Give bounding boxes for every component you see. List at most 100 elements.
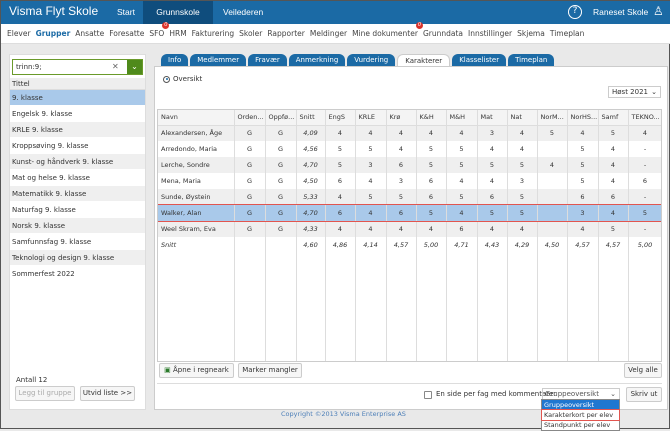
column-header[interactable]: Nat: [507, 110, 538, 126]
help-icon[interactable]: ?: [568, 5, 582, 19]
subnav-innstillinger[interactable]: Innstillinger: [468, 29, 513, 38]
school-name[interactable]: Raneset Skole: [593, 7, 649, 17]
tab-vurdering[interactable]: Vurdering: [347, 54, 396, 66]
divider: [157, 383, 662, 384]
student-row[interactable]: Lerche, Sondre G G 4,70 5 3 6 5 5 5 5 4 5 4-: [158, 157, 661, 173]
dropdown-option[interactable]: Gruppeoversikt: [542, 400, 619, 410]
group-list-item[interactable]: Sommerfest 2022: [10, 266, 145, 282]
subnav-grupper[interactable]: Grupper: [35, 29, 71, 38]
print-button[interactable]: Skriv ut: [626, 387, 662, 402]
grade-cell: 5: [355, 141, 387, 157]
subnav-foresatte[interactable]: Foresatte: [109, 29, 145, 38]
group-list-item[interactable]: Engelsk 9. klasse: [10, 106, 145, 122]
subnav-ansatte[interactable]: Ansatte: [75, 29, 105, 38]
student-row[interactable]: Alexandersen, Åge G G 4,09 4 4 4 4 4 3 4 5 4 5 4: [158, 125, 661, 141]
subnav-timeplan[interactable]: Timeplan: [549, 29, 585, 38]
clear-icon[interactable]: ✕: [112, 62, 119, 71]
grade-cell: -: [628, 157, 661, 173]
expand-list-button[interactable]: Utvid liste >>: [80, 386, 135, 401]
open-spreadsheet-button[interactable]: ▣ Åpne i regneark: [159, 363, 234, 378]
group-list-item[interactable]: Kunst- og håndverk 9. klasse: [10, 154, 145, 170]
comments-checkbox[interactable]: [424, 391, 432, 399]
column-header[interactable]: NorHS...: [567, 110, 599, 126]
column-header[interactable]: Orden...: [234, 110, 266, 126]
tab-fravær[interactable]: Fravær: [248, 54, 287, 66]
student-row[interactable]: Walker, Alan G G 4,70 6 4 6 5 4 5 5 3 4 5: [158, 204, 661, 222]
chevron-down-icon: ⌄: [651, 88, 657, 96]
term-select[interactable]: Høst 2021 ⌄: [608, 86, 661, 98]
user-icon[interactable]: ♙: [653, 4, 664, 18]
subnav-skjema[interactable]: Skjema: [517, 29, 545, 38]
group-list-item[interactable]: 9. klasse: [10, 90, 145, 106]
select-all-button[interactable]: Velg alle: [624, 363, 662, 378]
subnav-hrm[interactable]: HRM: [169, 29, 187, 38]
student-row[interactable]: Weel Skram, Eva G G 4,33 4 4 4 4 6 4 4 4 5-: [158, 221, 661, 237]
tab-klasselister[interactable]: Klasselister: [452, 54, 507, 66]
tab-anmerkning[interactable]: Anmerkning: [288, 54, 346, 66]
column-header[interactable]: NorM...: [537, 110, 568, 126]
column-header[interactable]: Snitt: [296, 110, 326, 126]
search-input[interactable]: trinn:9; ✕ ⌄: [12, 59, 143, 75]
column-header[interactable]: K&H: [416, 110, 447, 126]
student-row[interactable]: Sunde, Øystein G G 5,33 4 5 5 6 5 6 5 6 6-: [158, 189, 661, 205]
student-row[interactable]: Mena, Maria G G 4,50 6 4 3 6 4 4 3 5 4 6: [158, 173, 661, 189]
nav-veilederen[interactable]: Veilederen: [223, 7, 264, 17]
group-list-item[interactable]: Naturfag 9. klasse: [10, 202, 145, 218]
subnav-rapporter[interactable]: Rapporter: [267, 29, 305, 38]
column-header-tittel[interactable]: Tittel: [10, 78, 145, 90]
group-list-item[interactable]: Matematikk 9. klasse: [10, 186, 145, 202]
subnav-meldinger[interactable]: Meldinger: [309, 29, 348, 38]
column-header[interactable]: Mat: [477, 110, 508, 126]
group-list-item[interactable]: Samfunnsfag 9. klasse: [10, 234, 145, 250]
grade-cell: 4,50: [296, 173, 326, 189]
tab-medlemmer[interactable]: Medlemmer: [190, 54, 247, 66]
grade-cell: G: [265, 189, 297, 205]
grades-panel: Oversikt Høst 2021 ⌄ Navn Orden... Oppfø...…: [154, 66, 668, 410]
grade-cell: 5: [507, 205, 538, 221]
group-list-item[interactable]: Norsk 9. klasse: [10, 218, 145, 234]
nav-grunnskole[interactable]: Grunnskole: [143, 1, 213, 24]
grade-cell: 4: [355, 173, 387, 189]
nav-start[interactable]: Start: [117, 7, 135, 17]
group-list-item[interactable]: Teknologi og design 9. klasse: [10, 250, 145, 266]
subnav-mine-dokumenter[interactable]: Mine dokumenter 0: [352, 22, 423, 38]
grade-cell: 4: [537, 157, 568, 173]
column-header[interactable]: TEKNO...: [628, 110, 661, 126]
grade-cell: 4,70: [296, 157, 326, 173]
column-header[interactable]: Navn: [158, 110, 235, 126]
column-header[interactable]: KRLE: [355, 110, 387, 126]
tab-karakterer[interactable]: Karakterer: [397, 54, 451, 66]
column-header[interactable]: Oppfø...: [265, 110, 297, 126]
grade-cell: 4: [477, 221, 508, 237]
grade-cell: 5: [567, 157, 599, 173]
subnav-skoler[interactable]: Skoler: [239, 29, 263, 38]
grade-cell: [537, 221, 568, 237]
brand-logo[interactable]: Visma Flyt Skole: [9, 4, 99, 18]
column-header[interactable]: EngS: [325, 110, 356, 126]
empty-cell: [507, 253, 538, 361]
subnav-elever[interactable]: Elever: [7, 29, 31, 38]
dropdown-option[interactable]: Standpunkt per elev: [544, 421, 611, 429]
group-list-item[interactable]: KRLE 9. klasse: [10, 122, 145, 138]
add-to-group-button[interactable]: Legg til gruppe: [15, 386, 75, 401]
column-header[interactable]: M&H: [446, 110, 478, 126]
subnav-grunndata[interactable]: Grunndata: [422, 29, 463, 38]
tab-timeplan[interactable]: Timeplan: [508, 54, 555, 66]
group-list-item[interactable]: Mat og helse 9. klasse: [10, 170, 145, 186]
tab-info[interactable]: Info: [161, 54, 189, 66]
dropdown-option[interactable]: Karakterkort per elev: [541, 409, 620, 421]
mark-missing-button[interactable]: Marker mangler: [238, 363, 302, 378]
chevron-down-icon[interactable]: ⌄: [127, 60, 142, 74]
student-row[interactable]: Arredondo, Maria G G 4,56 5 5 4 5 5 4 4 5 4-: [158, 141, 661, 157]
column-header[interactable]: Krø: [386, 110, 417, 126]
column-header[interactable]: Samf: [598, 110, 629, 126]
grade-cell: 5: [628, 205, 661, 221]
average-cell: 4,60: [296, 237, 326, 253]
grade-cell: 4: [628, 125, 661, 141]
group-list-item[interactable]: Kroppsøving 9. klasse: [10, 138, 145, 154]
subnav-fakturering[interactable]: Fakturering: [191, 29, 235, 38]
average-row: Snitt 4,60 4,86 4,14 4,57 5,00 4,71 4,43 4,29 4,5…: [158, 237, 661, 253]
overview-radio[interactable]: Oversikt: [163, 75, 202, 83]
subnav-sfo[interactable]: SFO 0: [149, 22, 170, 38]
average-cell: 5,00: [628, 237, 661, 253]
